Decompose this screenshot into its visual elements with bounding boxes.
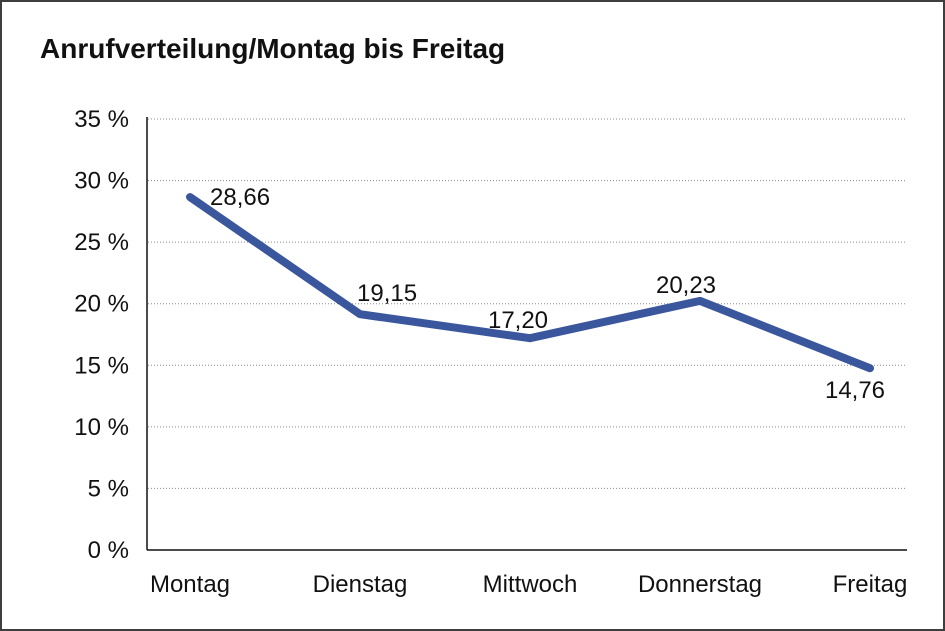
y-axis-label: 30 %	[74, 168, 129, 195]
y-axis-label: 15 %	[74, 352, 129, 379]
data-point-label: 28,66	[210, 184, 270, 211]
y-axis-label: 35 %	[74, 106, 129, 133]
y-axis-label: 5 %	[88, 475, 129, 502]
y-axis-label: 20 %	[74, 291, 129, 318]
x-axis-label: Mittwoch	[483, 571, 578, 598]
data-point-label: 17,20	[488, 307, 548, 334]
x-axis-label: Dienstag	[313, 571, 408, 598]
y-axis-label: 10 %	[74, 414, 129, 441]
data-point-label: 14,76	[825, 377, 885, 404]
chart-title: Anrufverteilung/Montag bis Freitag	[40, 33, 506, 64]
x-axis-label: Donnerstag	[638, 571, 762, 598]
x-axis-label: Freitag	[833, 571, 908, 598]
data-point-label: 19,15	[357, 280, 417, 307]
y-axis-label: 0 %	[88, 537, 129, 564]
x-axis-label: Montag	[150, 571, 230, 598]
data-line	[186, 193, 874, 373]
data-point-label: 20,23	[656, 272, 716, 299]
y-axis-label: 25 %	[74, 229, 129, 256]
